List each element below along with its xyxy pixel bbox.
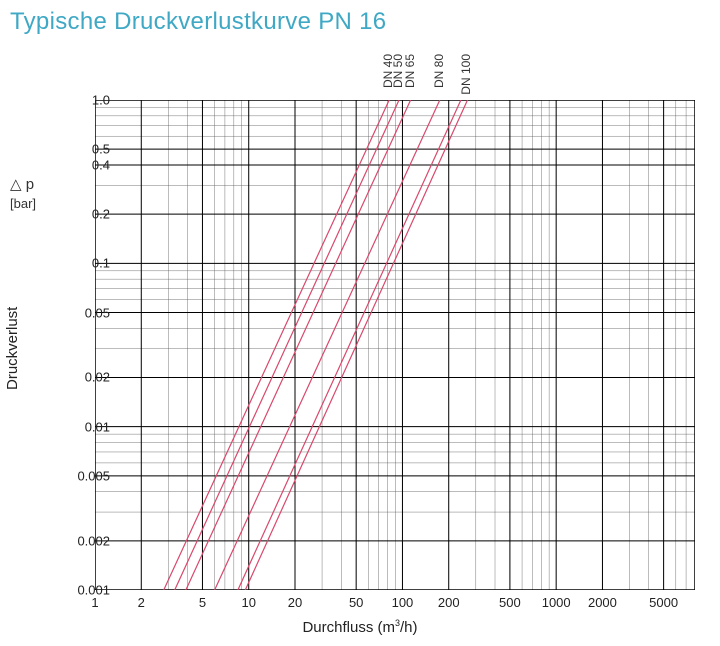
x-tick-label: 5 [199, 595, 206, 610]
series-label-dn-65: DN 65 [403, 54, 417, 88]
x-tick-label: 20 [288, 595, 302, 610]
chart-title: Typische Druckverlustkurve PN 16 [10, 8, 386, 36]
y-tick-label: 0.005 [70, 468, 110, 483]
y-tick-label: 0.4 [70, 157, 110, 172]
y-tick-label: 0.05 [70, 305, 110, 320]
y-axis-label: Druckverlust [4, 307, 21, 390]
y-tick-label: 0.5 [70, 142, 110, 157]
series-line-dn-65 [186, 100, 411, 590]
y-tick-label: 0.02 [70, 370, 110, 385]
x-tick-label: 1000 [542, 595, 571, 610]
y-axis-unit: [bar] [10, 196, 36, 211]
x-tick-label: 500 [499, 595, 521, 610]
x-tick-label: 5000 [649, 595, 678, 610]
x-tick-label: 2000 [588, 595, 617, 610]
x-tick-label: 10 [241, 595, 255, 610]
series-label-dn-80: DN 80 [432, 54, 446, 88]
series-line-dn-50 [175, 100, 399, 590]
series-line-dn-40 [164, 100, 389, 590]
series-line-dn-100b [238, 100, 461, 590]
y-tick-label: 0.2 [70, 207, 110, 222]
y-tick-label: 0.01 [70, 419, 110, 434]
y-tick-label: 0.002 [70, 533, 110, 548]
series-label-dn-100: DN 100 [459, 54, 473, 95]
x-tick-label: 50 [349, 595, 363, 610]
x-tick-label: 200 [438, 595, 460, 610]
y-axis-symbol: △ p [10, 175, 34, 193]
y-tick-label: 1.0 [70, 93, 110, 108]
x-tick-label: 100 [392, 595, 414, 610]
y-tick-label: 0.001 [70, 583, 110, 598]
x-tick-label: 1 [91, 595, 98, 610]
x-axis-label: Durchfluss (m3/h) [302, 618, 417, 636]
y-tick-label: 0.1 [70, 256, 110, 271]
x-tick-label: 2 [138, 595, 145, 610]
chart-plot [95, 100, 695, 590]
